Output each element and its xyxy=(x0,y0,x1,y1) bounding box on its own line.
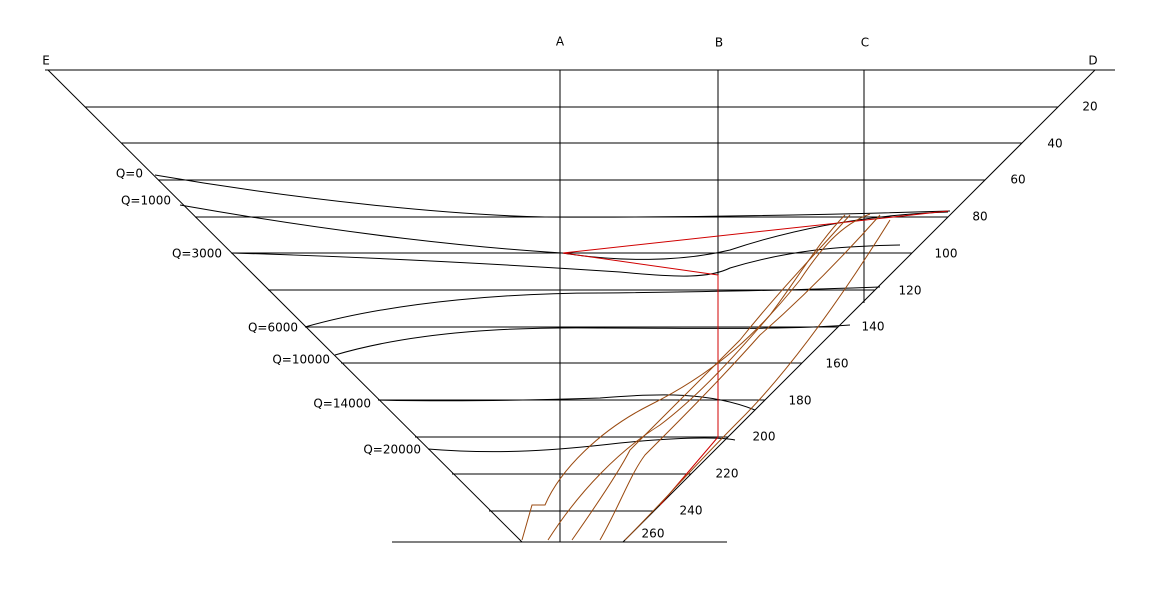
q-label: Q=1000 xyxy=(121,194,171,208)
level-lines xyxy=(85,106,1058,512)
scale-label: 240 xyxy=(680,504,703,518)
scale-label: 60 xyxy=(1010,173,1025,187)
scale-label: 120 xyxy=(899,284,922,298)
q-label: Q=0 xyxy=(116,167,143,181)
q-label: Q=6000 xyxy=(248,321,298,335)
frame xyxy=(45,69,1115,543)
q-label: Q=20000 xyxy=(363,443,421,457)
point-label: C xyxy=(861,36,869,50)
scale-label: 180 xyxy=(789,394,812,408)
q-label: Q=3000 xyxy=(172,247,222,261)
scale-label: 80 xyxy=(972,210,987,224)
scale-label: 160 xyxy=(826,357,849,371)
point-labels: A B C D E xyxy=(42,35,1097,68)
point-label: A xyxy=(556,35,565,49)
scale-label: 40 xyxy=(1047,137,1062,151)
flow-curves xyxy=(154,174,951,453)
point-label: B xyxy=(715,36,723,50)
brown-curves xyxy=(521,213,891,541)
scale-labels: 20 40 60 80 100 120 140 160 180 200 220 240 260 xyxy=(642,100,1098,541)
scale-label: 200 xyxy=(753,430,776,444)
scale-label: 220 xyxy=(716,467,739,481)
scale-label: 100 xyxy=(935,247,958,261)
q-label: Q=10000 xyxy=(272,353,330,367)
q-label: Q=14000 xyxy=(313,397,371,411)
point-label: D xyxy=(1088,54,1097,68)
q-labels: Q=0 Q=1000 Q=3000 Q=6000 Q=10000 Q=14000 Q=200… xyxy=(116,167,421,457)
scale-label: 140 xyxy=(862,320,885,334)
point-label: E xyxy=(42,54,50,68)
scale-label: 20 xyxy=(1082,100,1097,114)
red-construction xyxy=(562,210,949,506)
scale-label: 260 xyxy=(642,527,665,541)
